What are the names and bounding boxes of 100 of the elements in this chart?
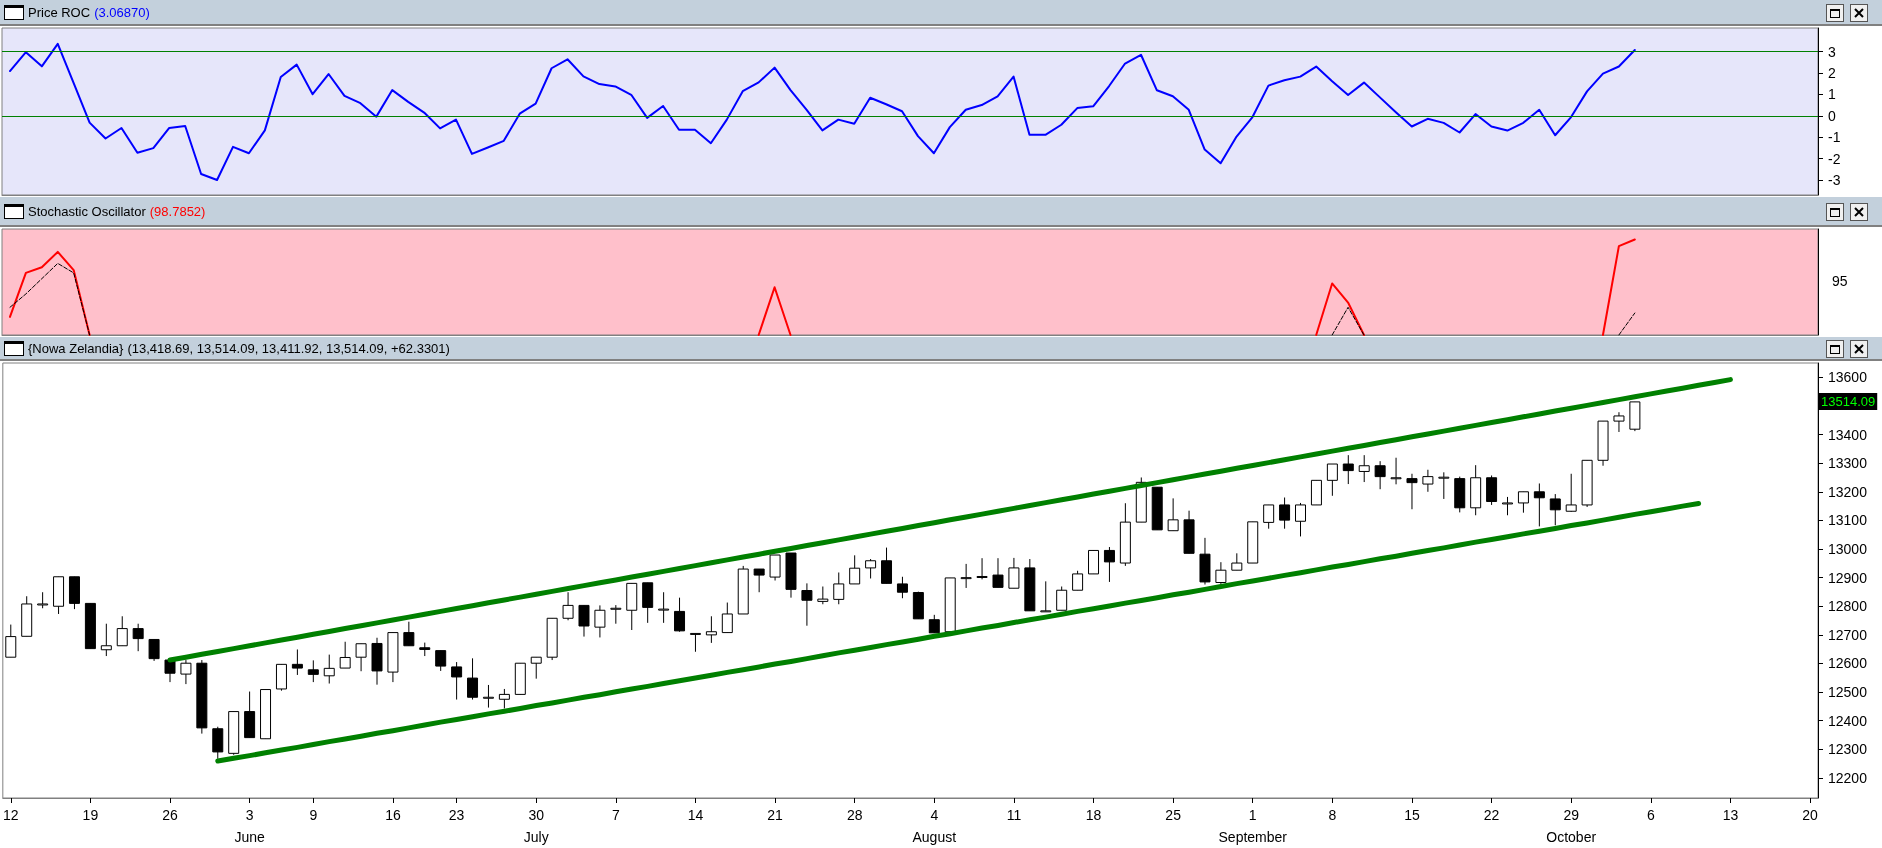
x-tick-label: 4 August: [912, 807, 957, 845]
y-tick-label: 13000: [1828, 541, 1868, 558]
candlestick: [1533, 482, 1545, 527]
chart-subtitle: (13,418.69, 13,514.09, 13,411.92, 13,514.09, +62.3301): [127, 340, 450, 356]
candlestick: [212, 726, 224, 760]
candlestick: [5, 624, 17, 658]
candlestick: [865, 558, 877, 579]
candlestick: [1072, 570, 1084, 591]
x-tick-label: 23: [448, 807, 465, 823]
candlestick: [132, 623, 144, 652]
y-tick-label: -1: [1828, 129, 1841, 146]
y-tick-label: 0: [1828, 107, 1836, 124]
x-tick-label: 30 July: [523, 807, 549, 845]
y-tick-label: 12800: [1828, 598, 1868, 615]
candlestick: [1486, 474, 1498, 506]
candlestick: [180, 659, 192, 685]
candlestick: [323, 654, 335, 685]
candlestick: [1056, 586, 1068, 611]
x-tick-label: 26: [162, 807, 179, 823]
candlestick: [530, 656, 542, 680]
x-tick-label: 19: [82, 807, 99, 823]
x-tick-label: 6: [1646, 807, 1655, 823]
candlestick: [1008, 557, 1020, 589]
candlestick: [482, 684, 494, 709]
x-tick-label: 21: [767, 807, 784, 823]
candlestick: [976, 557, 988, 580]
candlestick: [674, 597, 686, 633]
x-tick-label: 15: [1404, 807, 1420, 823]
x-tick-label: 12: [2, 807, 19, 823]
candlestick: [116, 615, 128, 647]
candlestick: [896, 576, 908, 599]
candlestick: [1502, 496, 1514, 516]
candlestick: [801, 582, 813, 627]
candlestick: [610, 604, 622, 625]
candlestick: [562, 591, 574, 621]
y-tick-label: 12200: [1828, 769, 1868, 786]
candlestick: [992, 557, 1004, 588]
candlestick: [1295, 502, 1307, 537]
candlestick: [451, 661, 463, 701]
y-tick-label: 13400: [1828, 426, 1868, 443]
y-tick-label: 13100: [1828, 512, 1868, 529]
chart-title: Stochastic Oscillator: [28, 203, 146, 219]
candlestick: [1422, 469, 1434, 493]
candlestick: [881, 547, 893, 584]
candlestick: [769, 554, 781, 581]
y-tick-label: 3: [1828, 43, 1836, 60]
y-tick-label: 12400: [1828, 712, 1868, 729]
y-tick-label: 12900: [1828, 569, 1868, 586]
candlestick: [1215, 561, 1227, 585]
candlestick: [339, 641, 351, 669]
candlestick: [721, 602, 733, 634]
candlestick: [100, 623, 112, 657]
y-tick-label: 12300: [1828, 741, 1868, 758]
x-tick-label: 8: [1328, 807, 1337, 823]
candlestick: [403, 621, 415, 647]
candlestick: [753, 568, 765, 593]
x-tick-label: 18: [1085, 807, 1102, 823]
candlestick: [594, 604, 606, 638]
chart-title: {Nowa Zelandia}: [28, 340, 124, 356]
candlestick: [1565, 473, 1577, 513]
y-tick-label: 1: [1828, 86, 1836, 103]
candlestick: [833, 571, 845, 605]
y-tick-label: -3: [1828, 172, 1841, 189]
candlestick: [498, 688, 510, 709]
text: 13514.09: [1821, 393, 1876, 409]
x-tick-label: 1 September: [1218, 807, 1288, 845]
candlestick: [1263, 504, 1275, 530]
candlestick: [1342, 454, 1354, 485]
candlestick: [291, 648, 303, 676]
candlestick: [1279, 497, 1291, 530]
chart-title: Price ROC: [28, 4, 91, 20]
x-tick-label: 11: [1006, 807, 1022, 823]
x-tick-label: 28: [846, 807, 863, 823]
y-tick-label: 13600: [1828, 369, 1868, 386]
x-tick-label: 13: [1722, 807, 1739, 823]
candlestick: [148, 638, 160, 662]
candlestick: [1040, 580, 1052, 613]
y-tick-label: 2: [1828, 64, 1836, 81]
y-tick-label: 12700: [1828, 626, 1868, 643]
y-tick-label: 12600: [1828, 655, 1868, 672]
candlestick: [467, 657, 479, 701]
candlestick: [960, 563, 972, 589]
candlestick: [658, 591, 670, 624]
x-tick-label: 20: [1802, 807, 1819, 823]
x-tick-label: 16: [385, 807, 401, 823]
candlestick: [578, 604, 590, 638]
candlestick: [355, 643, 367, 672]
candlestick: [1088, 549, 1100, 575]
candlestick: [1406, 473, 1418, 510]
text: 95: [1832, 273, 1848, 289]
candlestick: [1517, 491, 1529, 514]
x-tick-label: 14: [687, 807, 704, 823]
y-tick-label: 13200: [1828, 483, 1868, 500]
x-tick-label: 7: [611, 807, 620, 823]
candlestick: [705, 615, 717, 644]
line-series: [8, 42, 1636, 182]
y-tick-label: 13300: [1828, 455, 1868, 472]
chart-subtitle: (98.7852): [149, 203, 206, 219]
candlestick: [1167, 497, 1179, 532]
x-tick-label: 22: [1483, 807, 1500, 823]
